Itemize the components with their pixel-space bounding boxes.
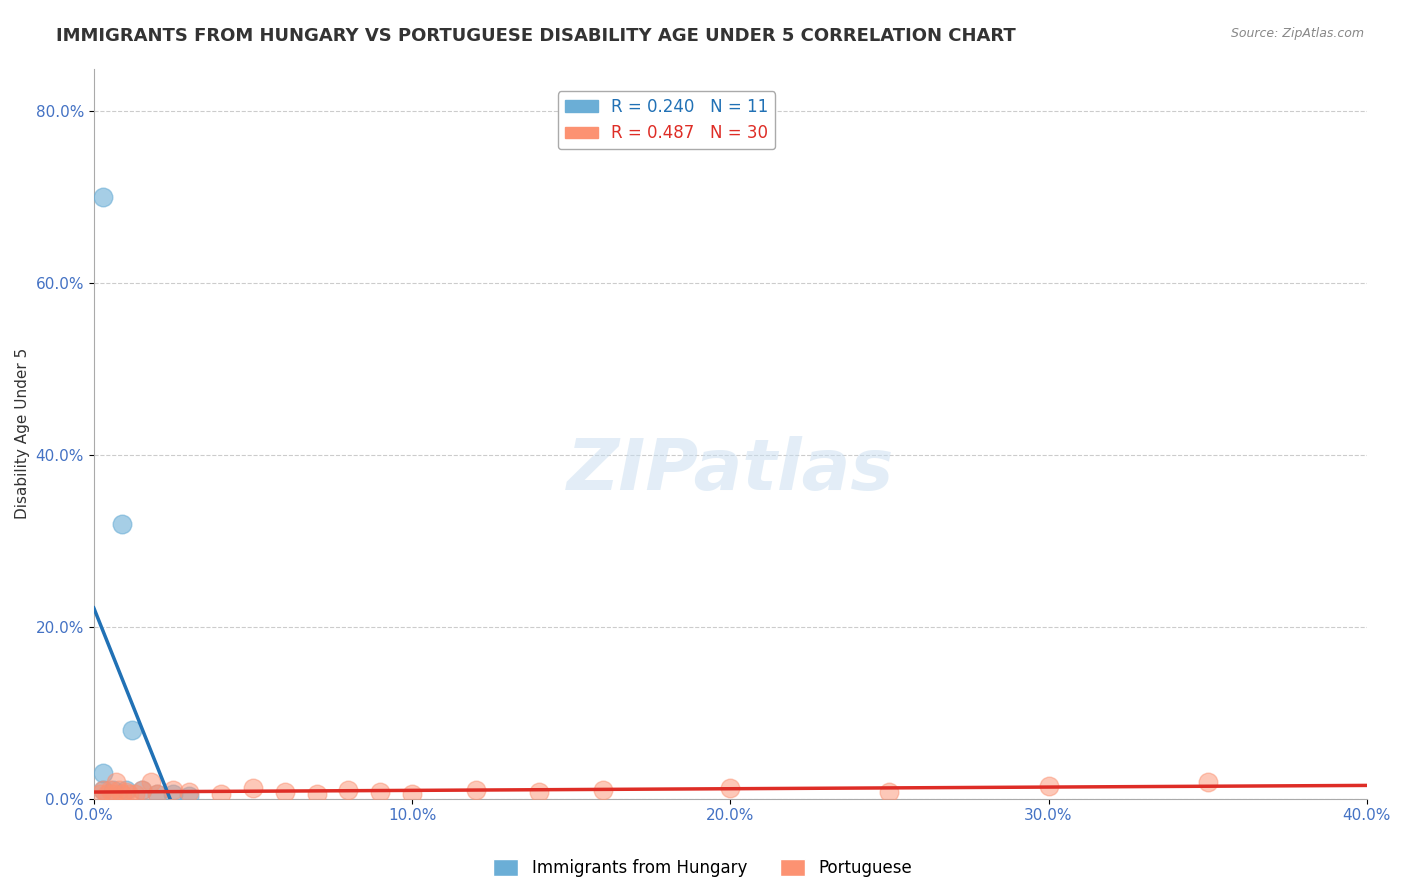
- Point: [718, 781, 741, 796]
- Point: [337, 783, 360, 797]
- Point: [105, 774, 128, 789]
- Point: [162, 783, 184, 797]
- Point: [368, 785, 391, 799]
- Text: ZIPatlas: ZIPatlas: [567, 435, 894, 505]
- Point: [108, 783, 131, 797]
- Point: [114, 785, 136, 799]
- Legend: Immigrants from Hungary, Portuguese: Immigrants from Hungary, Portuguese: [486, 852, 920, 884]
- Y-axis label: Disability Age Under 5: Disability Age Under 5: [15, 348, 30, 519]
- Point: [124, 788, 146, 802]
- Point: [131, 783, 153, 797]
- Point: [464, 783, 486, 797]
- Point: [209, 788, 232, 802]
- Point: [401, 788, 423, 802]
- Point: [111, 516, 134, 531]
- Point: [146, 788, 169, 802]
- Text: Source: ZipAtlas.com: Source: ZipAtlas.com: [1230, 27, 1364, 40]
- Text: IMMIGRANTS FROM HUNGARY VS PORTUGUESE DISABILITY AGE UNDER 5 CORRELATION CHART: IMMIGRANTS FROM HUNGARY VS PORTUGUESE DI…: [56, 27, 1017, 45]
- Point: [274, 785, 297, 799]
- Point: [91, 783, 114, 797]
- Point: [89, 788, 111, 802]
- Point: [179, 785, 201, 799]
- Point: [1038, 779, 1060, 793]
- Point: [242, 781, 264, 796]
- Point: [111, 788, 134, 802]
- Legend: R = 0.240   N = 11, R = 0.487   N = 30: R = 0.240 N = 11, R = 0.487 N = 30: [558, 92, 775, 149]
- Point: [146, 788, 169, 802]
- Point: [101, 783, 124, 797]
- Point: [98, 783, 121, 797]
- Point: [91, 766, 114, 780]
- Point: [101, 788, 124, 802]
- Point: [96, 788, 118, 802]
- Point: [118, 788, 141, 802]
- Point: [1197, 774, 1219, 789]
- Point: [592, 783, 614, 797]
- Point: [529, 785, 551, 799]
- Point: [121, 723, 143, 737]
- Point: [139, 774, 162, 789]
- Point: [114, 783, 136, 797]
- Point: [879, 785, 901, 799]
- Point: [91, 190, 114, 204]
- Point: [131, 783, 153, 797]
- Point: [305, 788, 328, 802]
- Point: [162, 788, 184, 802]
- Point: [179, 789, 201, 804]
- Point: [91, 783, 114, 797]
